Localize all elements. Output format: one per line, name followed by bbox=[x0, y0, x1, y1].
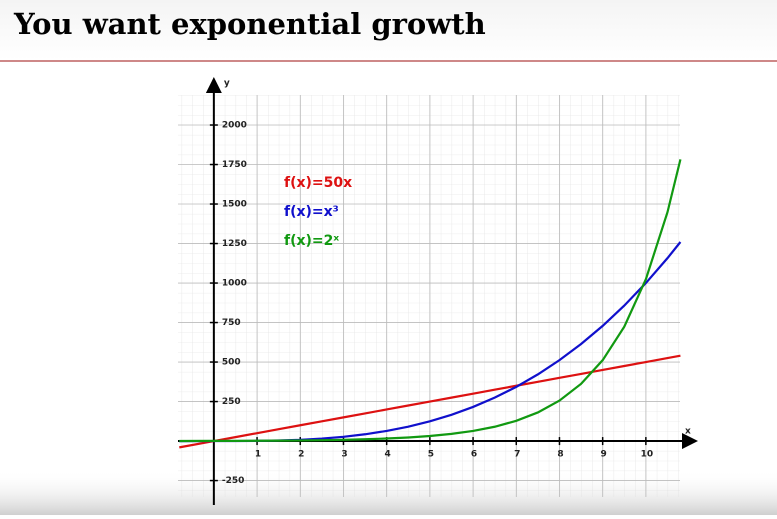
x-tick-label: 2 bbox=[298, 450, 304, 460]
y-tick-label: 250 bbox=[222, 397, 241, 407]
minor-grid bbox=[178, 95, 680, 497]
y-tick-label: 750 bbox=[222, 318, 241, 328]
x-tick-label: 1 bbox=[255, 450, 261, 460]
x-tick-label: 9 bbox=[601, 450, 607, 460]
y-tick-label: -250 bbox=[222, 476, 245, 486]
x-tick-label: 6 bbox=[471, 450, 477, 460]
x-tick-label: 7 bbox=[514, 450, 520, 460]
legend-entry: f(x)=50x bbox=[284, 175, 352, 191]
x-tick-label: 3 bbox=[341, 450, 347, 460]
y-tick-label: 2000 bbox=[222, 121, 247, 131]
y-tick-label: 1250 bbox=[222, 239, 247, 249]
x-tick-label: 8 bbox=[557, 450, 563, 460]
slide-title: You want exponential growth bbox=[13, 7, 486, 41]
y-axis-label: y bbox=[224, 79, 230, 89]
legend-entry: f(x)=2ˣ bbox=[284, 233, 339, 249]
x-tick-label: 5 bbox=[428, 450, 434, 460]
x-tick-label: 4 bbox=[385, 450, 391, 460]
y-tick-label: 1750 bbox=[222, 160, 247, 170]
legend-entry: f(x)=x³ bbox=[284, 204, 339, 220]
x-axis-label: x bbox=[685, 427, 691, 437]
header-bg bbox=[0, 0, 777, 60]
series-line bbox=[179, 159, 682, 443]
y-tick-label: 1500 bbox=[222, 200, 247, 210]
series-line bbox=[179, 354, 681, 449]
y-tick-label: 1000 bbox=[222, 279, 247, 289]
y-tick-label: 500 bbox=[222, 358, 241, 368]
plot: 1 2 3 4 5 6 7 8 9 10 -250 250 500 750 1000 1250 1500 1750… bbox=[178, 77, 698, 505]
x-tick-label: 10 bbox=[641, 450, 654, 460]
